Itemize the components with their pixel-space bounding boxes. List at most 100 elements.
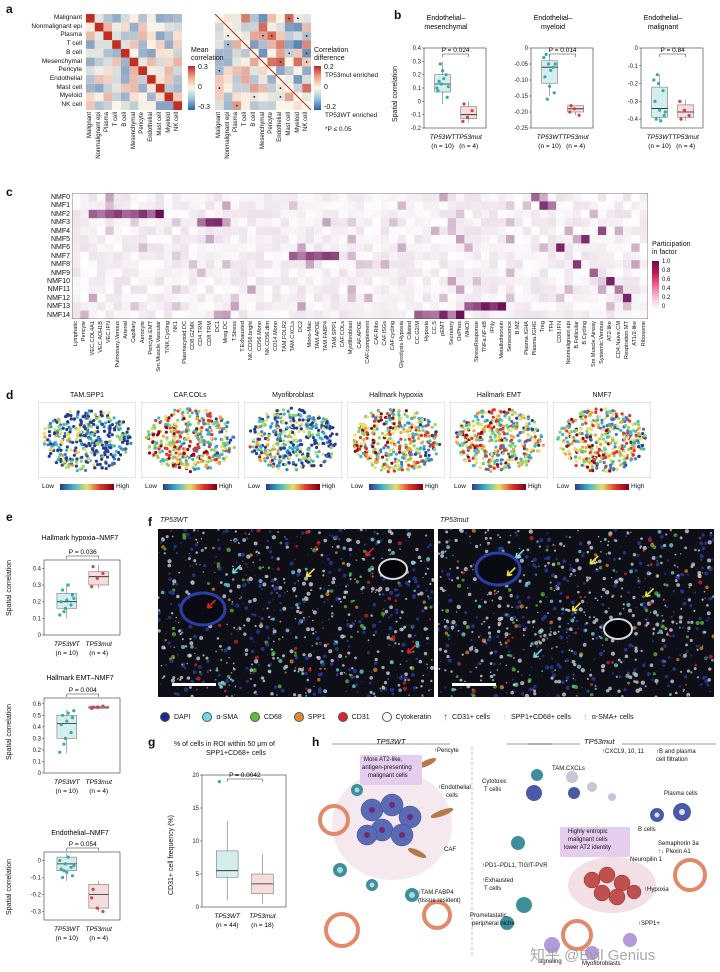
cell-signal (616, 641, 619, 643)
spot (256, 437, 260, 441)
spot (107, 464, 111, 468)
spot (569, 429, 574, 434)
cell-signal (311, 609, 314, 612)
heatmap-cell (380, 251, 390, 261)
spot (604, 440, 608, 444)
heatmap-cell (173, 22, 182, 32)
heatmap-cell (180, 251, 190, 261)
heatmap-cell (120, 48, 130, 58)
cell-signal (330, 605, 333, 608)
heatmap-cell (522, 251, 532, 261)
spot (298, 442, 303, 447)
heatmap-cell (314, 209, 323, 219)
heatmap-cell (389, 285, 398, 294)
spot (307, 434, 311, 438)
heatmap-cell (622, 302, 632, 311)
data-point (678, 99, 682, 103)
cell-signal (396, 588, 399, 591)
cell-signal (415, 547, 419, 552)
spot (483, 424, 487, 429)
heatmap-cell (614, 243, 624, 252)
column-label: CAF.APOE (356, 321, 363, 349)
heatmap-cell (547, 201, 557, 210)
heatmap-cell (522, 201, 532, 210)
heatmap-cell (572, 226, 582, 236)
spot (322, 431, 326, 435)
cell-signal (270, 556, 274, 560)
correlation-difference-heatmap (215, 14, 311, 110)
heatmap-cell (380, 260, 390, 269)
cell-signal (173, 646, 176, 649)
spot (416, 461, 420, 465)
heatmap-cell (255, 201, 265, 210)
panel-e-ylabel-3: Spatial correlation (6, 858, 13, 915)
spot (220, 452, 224, 456)
spot (387, 437, 391, 441)
heatmap-cell (631, 218, 640, 227)
heatmap-cell (297, 293, 306, 303)
cell-signal (425, 589, 428, 592)
cell-signal (199, 636, 204, 640)
heatmap-cell (255, 243, 265, 252)
heatmap-cell (364, 243, 373, 252)
spot (497, 438, 501, 443)
heatmap-cell (572, 293, 582, 303)
heatmap-cell (147, 226, 156, 236)
cell-signal (425, 534, 428, 537)
spot (306, 418, 310, 423)
spot (391, 431, 395, 435)
heatmap-cell (241, 57, 250, 67)
spot (605, 414, 610, 418)
spot (420, 418, 425, 422)
spot (599, 435, 603, 439)
spot (83, 443, 87, 447)
scale-bar (172, 683, 216, 686)
heatmap-cell (297, 218, 306, 227)
heatmap-cell (280, 243, 290, 252)
spot (495, 428, 499, 432)
column-label: OxPhos (457, 321, 463, 341)
spot (474, 438, 479, 442)
spot (562, 439, 566, 443)
cell-signal (197, 664, 202, 670)
heatmap-cell (355, 235, 365, 244)
heatmap-cell (164, 66, 174, 76)
y-tick-label: -0.4 (628, 117, 639, 123)
spot (404, 443, 408, 447)
heatmap-cell (232, 40, 242, 49)
spot (80, 455, 84, 459)
heatmap-cell (297, 209, 306, 219)
heatmap-cell (94, 83, 104, 93)
heatmap-cell (213, 235, 223, 244)
spot (409, 456, 413, 461)
column-label: Glycolysis.Hypoxia (398, 321, 405, 368)
data-point (59, 867, 63, 871)
heatmap-cell (422, 209, 432, 219)
heatmap-cell (223, 92, 233, 102)
heatmap-cell (631, 251, 640, 261)
spot (298, 450, 302, 454)
data-point (577, 113, 581, 117)
spot (481, 456, 485, 461)
heatmap-cell (597, 235, 607, 244)
cell-signal (371, 572, 374, 575)
cell-signal (186, 676, 191, 680)
heatmap-cell (172, 310, 181, 319)
col-label: B cell (121, 112, 128, 127)
heatmap-cell (247, 235, 256, 244)
cell-signal (170, 678, 176, 683)
cell-signal (171, 626, 176, 631)
heatmap-cell (422, 260, 432, 269)
spot (461, 450, 466, 454)
spot (614, 432, 618, 437)
heatmap-cell (138, 92, 148, 102)
heatmap-cell (188, 193, 198, 202)
heatmap-cell (489, 260, 498, 269)
spot (419, 446, 423, 450)
spot (463, 459, 468, 463)
heatmap-cell (439, 218, 448, 227)
cell-signal (285, 628, 290, 633)
spot (476, 412, 480, 416)
heatmap-cell (422, 235, 432, 244)
heatmap-cell (564, 302, 574, 311)
